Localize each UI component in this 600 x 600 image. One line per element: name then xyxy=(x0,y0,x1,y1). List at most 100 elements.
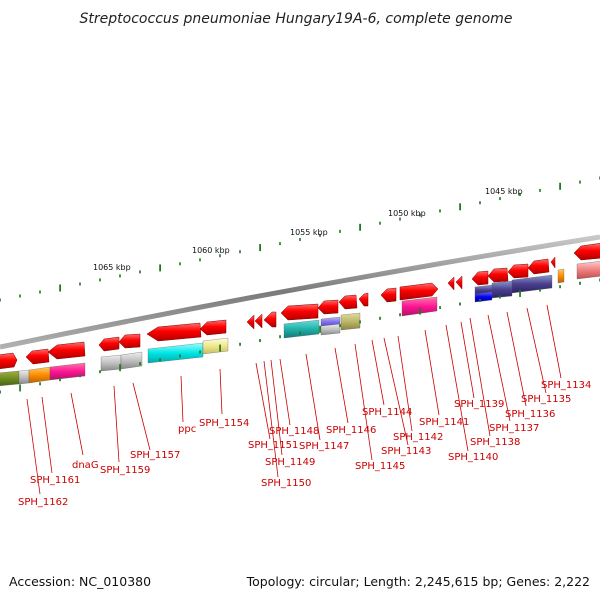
gene-arrow xyxy=(263,311,277,328)
gene-label: SPH_1162 xyxy=(18,497,68,508)
gene-label: SPH_1137 xyxy=(489,423,539,434)
inner-major-tick xyxy=(419,307,421,315)
cog-bar xyxy=(401,296,438,317)
scale-minor-tick xyxy=(239,250,241,254)
inner-minor-tick xyxy=(99,370,101,374)
scale-major-tick xyxy=(259,244,261,252)
gene-arrow xyxy=(573,243,600,261)
gene-label: SPH_1148 xyxy=(269,426,319,437)
inner-minor-tick xyxy=(179,354,181,358)
gene-label: SPH_1142 xyxy=(393,432,443,443)
gene-arrow xyxy=(338,294,358,310)
scale-minor-tick xyxy=(199,258,201,262)
scale-label-1065: 1065 kbp xyxy=(93,263,131,272)
scale-major-tick xyxy=(59,284,61,292)
gene-label: SPH_1145 xyxy=(355,461,405,472)
map-title: Streptococcus pneumoniae Hungary19A-6, c… xyxy=(80,11,513,27)
cog-bar xyxy=(340,312,361,331)
scale-minor-tick xyxy=(439,209,441,213)
cog-bar xyxy=(511,274,553,294)
gene-arrow xyxy=(550,256,556,269)
inner-minor-tick xyxy=(459,302,461,306)
inner-major-tick xyxy=(519,290,521,297)
gene-arrow xyxy=(358,292,369,307)
inner-minor-tick xyxy=(339,324,341,328)
scale-minor-tick xyxy=(0,298,1,302)
inner-minor-tick xyxy=(0,390,1,394)
gene-arrow xyxy=(380,287,397,303)
inner-ticks xyxy=(0,278,600,394)
cog-bar xyxy=(202,337,229,355)
cog-bar xyxy=(283,319,320,339)
gene-label: SPH_1147 xyxy=(299,441,349,452)
genome-backbone xyxy=(0,234,600,350)
gene-arrow xyxy=(447,276,455,291)
scale-minor-tick xyxy=(219,254,221,258)
leader-lines xyxy=(26,304,562,495)
gene-label: SPH_1149 xyxy=(265,457,315,468)
scale-minor-tick xyxy=(499,197,501,201)
inner-minor-tick xyxy=(79,374,81,378)
scale-minor-tick xyxy=(519,193,521,196)
scale-minor-tick xyxy=(539,188,541,192)
inner-major-tick xyxy=(119,364,121,372)
scale-minor-tick xyxy=(399,217,401,221)
inner-minor-tick xyxy=(359,320,361,324)
inner-minor-tick xyxy=(579,281,581,285)
scale-minor-tick xyxy=(579,180,581,184)
cog-bar xyxy=(491,280,513,299)
gene-arrow xyxy=(507,263,529,279)
gene-arrow xyxy=(146,322,202,342)
scale-major-tick xyxy=(159,264,161,272)
scale-minor-tick xyxy=(299,238,301,241)
gene-arrow xyxy=(527,258,550,275)
scale-label-1055: 1055 kbp xyxy=(290,228,328,237)
scale-major-tick xyxy=(359,223,361,231)
inner-minor-tick xyxy=(499,295,501,299)
gene-arrow xyxy=(0,352,18,370)
cog-track xyxy=(0,261,600,386)
gene-label: SPH_1146 xyxy=(326,425,376,436)
scale-minor-tick xyxy=(39,290,41,294)
gene-arrow xyxy=(246,314,255,330)
cog-bar xyxy=(0,370,20,386)
inner-minor-tick xyxy=(59,378,61,382)
gene-arrow xyxy=(399,282,439,301)
scale-label-1050: 1050 kbp xyxy=(388,209,426,218)
cog-bar xyxy=(557,268,565,284)
cog-bar xyxy=(28,366,51,384)
gene-label: SPH_1159 xyxy=(100,465,150,476)
gene-label: SPH_1141 xyxy=(419,417,469,428)
cog-bar xyxy=(576,261,600,280)
gene-label: SPH_1161 xyxy=(30,475,80,486)
gene-label: SPH_1134 xyxy=(541,380,591,391)
scale-minor-tick xyxy=(419,213,421,217)
gene-arrow xyxy=(199,319,227,336)
scale-label-1060: 1060 kbp xyxy=(192,246,230,255)
scale-major-tick xyxy=(459,203,461,211)
cog-bar xyxy=(49,362,86,381)
scale-minor-tick xyxy=(99,278,101,282)
gene-label: SPH_1151 xyxy=(248,440,298,451)
scale-minor-tick xyxy=(179,262,181,266)
gene-label: SPH_1138 xyxy=(470,437,520,448)
gene-label: dnaG xyxy=(72,460,99,471)
gene-labels: SPH_1134 SPH_1135 SPH_1136 SPH_1137 SPH_… xyxy=(18,380,591,508)
scale-minor-tick xyxy=(119,274,121,278)
cog-bar xyxy=(18,369,30,385)
gene-arrow xyxy=(280,303,319,321)
scale-minor-tick xyxy=(319,233,321,237)
cog-bar xyxy=(100,354,122,372)
accession-text: Accession: NC_010380 xyxy=(9,574,151,589)
inner-minor-tick xyxy=(239,342,241,346)
inner-minor-tick xyxy=(139,362,141,366)
scale-minor-tick xyxy=(279,242,281,246)
gene-label: SPH_1140 xyxy=(448,452,498,463)
gene-arrow xyxy=(47,341,86,360)
gene-track-red xyxy=(0,243,600,370)
gene-label: SPH_1139 xyxy=(454,399,504,410)
scale-minor-tick xyxy=(79,282,81,286)
scale-labels: 1045 kbp 1050 kbp 1055 kbp 1060 kbp 1065… xyxy=(93,187,523,272)
gene-label: SPH_1136 xyxy=(505,409,555,420)
